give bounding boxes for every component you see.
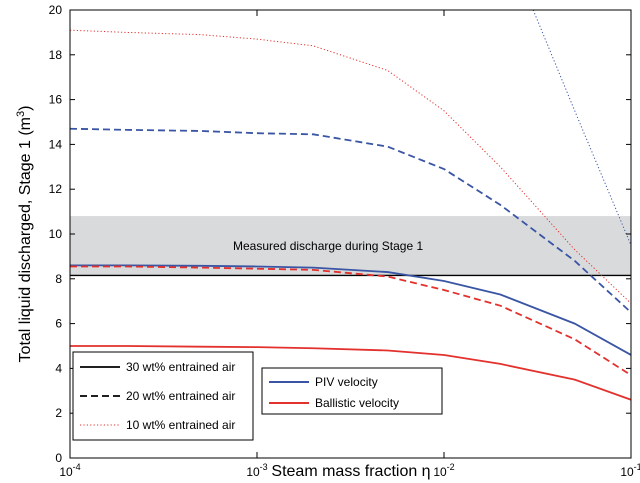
y-axis-label: Total liquid discharged, Stage 1 (m3) [15,106,34,363]
x-tick-base: 10 [620,465,634,479]
y-tick-label: 20 [49,3,63,17]
y-tick-label: 4 [55,361,62,375]
x-tick-label: 10-1 [620,462,640,479]
y-label-sup: 3 [15,111,27,117]
y-label-end: ) [17,106,34,111]
y-tick-label: 12 [49,182,63,196]
y-tick-label: 0 [55,451,62,465]
legend-label: 10 wt% entrained air [126,418,235,432]
series-line [70,265,631,376]
x-tick-base: 10 [246,465,260,479]
series-line [70,264,631,356]
x-tick-base: 10 [59,465,73,479]
series-line [70,29,631,304]
y-tick-label: 10 [49,227,63,241]
band-label: Measured discharge during Stage 1 [233,239,423,253]
x-tick-label: 10-4 [59,462,80,479]
x-tick-label: 10-3 [246,462,267,479]
legend-label: PIV velocity [315,375,378,389]
series-line [70,127,631,314]
series-line [532,10,631,246]
legend-box [261,367,443,415]
y-tick-label: 6 [55,317,62,331]
x-tick-exponent: -2 [447,462,455,472]
y-tick-label: 18 [49,48,63,62]
plot-area [70,10,631,401]
legend-label: Ballistic velocity [315,396,399,410]
legend-colors: PIV velocity Ballistic velocity [261,367,443,415]
x-axis-label: Steam mass fraction η [271,463,430,480]
x-tick-label: 10-2 [433,462,454,479]
x-tick-exponent: -4 [73,462,81,472]
series-line [70,345,631,401]
legend-label: 30 wt% entrained air [126,360,235,374]
y-tick-label: 14 [49,137,63,151]
y-tick-label: 8 [55,272,62,286]
y-tick-label: 16 [49,93,63,107]
x-tick-exponent: -3 [260,462,268,472]
x-tick-base: 10 [433,465,447,479]
legend-label: 20 wt% entrained air [126,389,235,403]
x-tick-exponent: -1 [634,462,640,472]
y-label-main: Total liquid discharged, Stage 1 (m [17,117,34,362]
y-tick-label: 2 [55,406,62,420]
legend-styles: 30 wt% entrained air 20 wt% entrained air… [72,351,254,441]
